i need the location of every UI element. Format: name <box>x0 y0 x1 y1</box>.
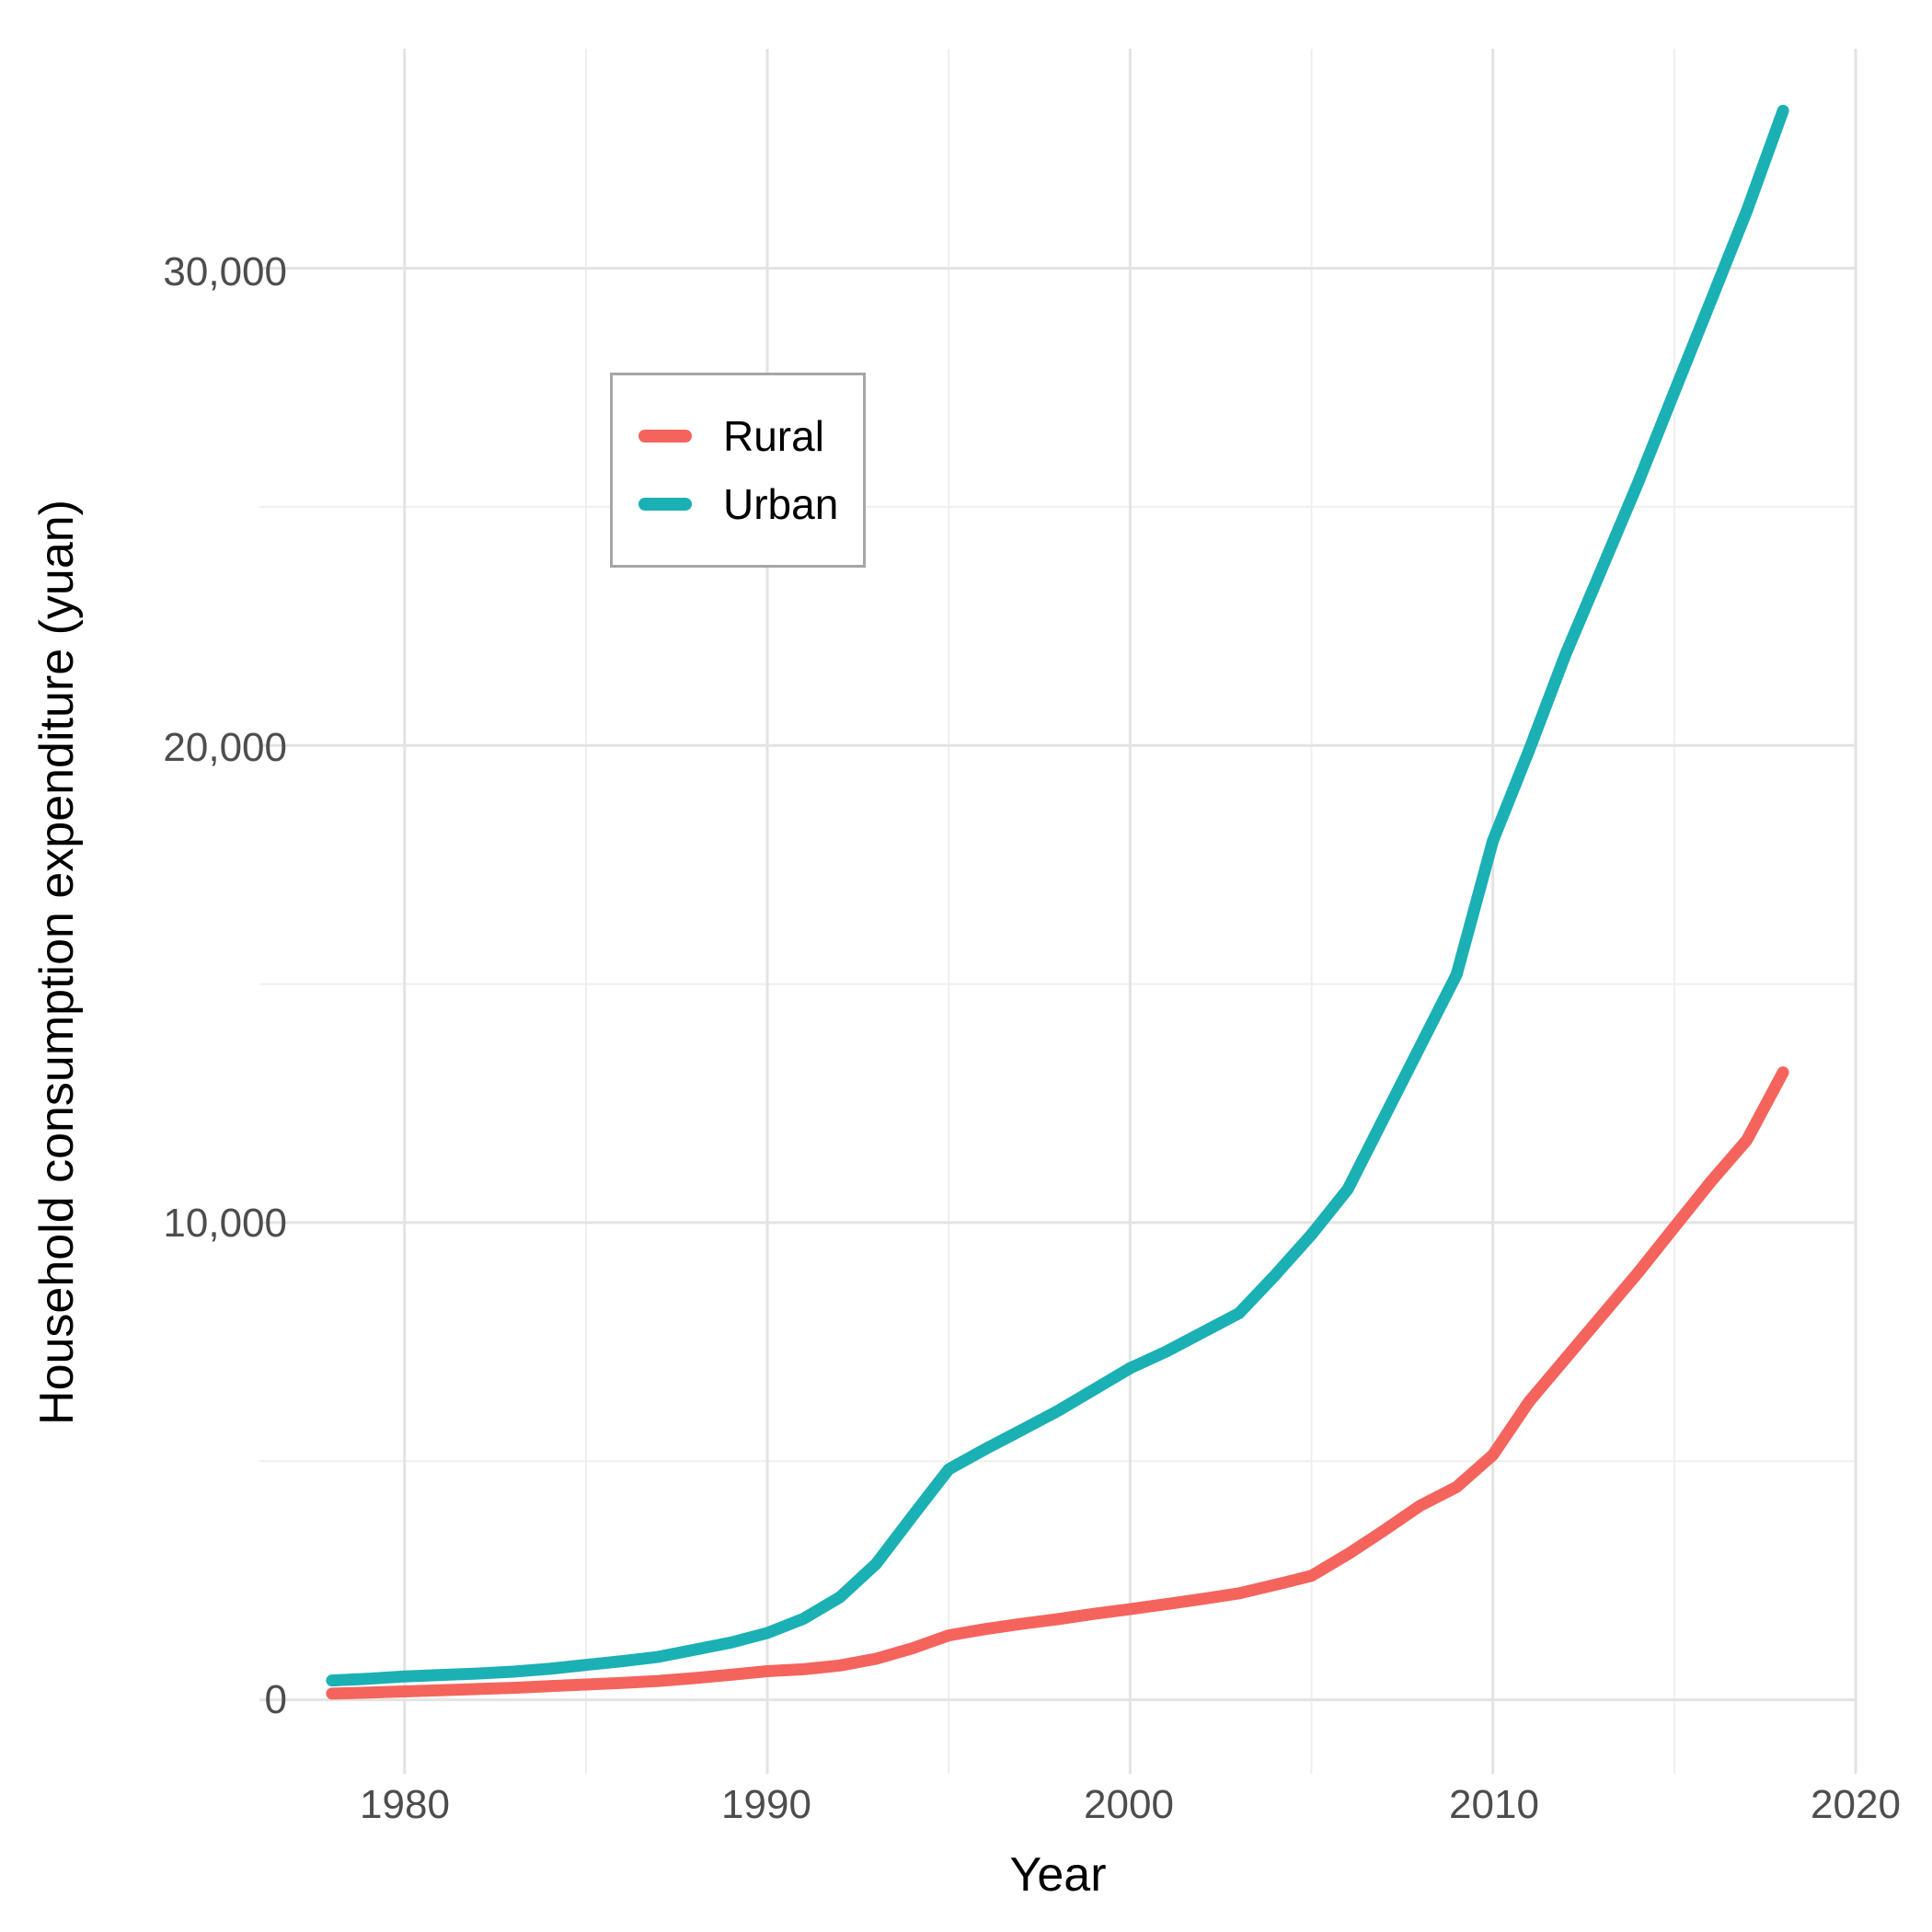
x-tick-label-2010: 2010 <box>1449 1782 1539 1827</box>
y-tick-label-20000: 20,000 <box>163 725 287 770</box>
legend-box: Rural Urban <box>610 373 866 568</box>
x-tick-label-2000: 2000 <box>1084 1782 1174 1827</box>
y-tick-label-0: 0 <box>264 1677 287 1722</box>
rural-line-swatch <box>638 430 692 443</box>
y-tick-label-10000: 10,000 <box>163 1201 287 1246</box>
y-axis-title: Household consumption expenditure (yuan) <box>30 500 84 1425</box>
legend-label-urban: Urban <box>723 480 839 528</box>
rural-line <box>326 1066 1789 1700</box>
urban-line <box>326 104 1789 1687</box>
x-tick-label-1990: 1990 <box>721 1782 811 1827</box>
x-axis-title: Year <box>1009 1848 1107 1902</box>
x-tick-label-2020: 2020 <box>1811 1782 1901 1827</box>
urban-line-swatch <box>638 498 692 511</box>
legend-item-urban: Urban <box>638 482 863 526</box>
legend-item-rural: Rural <box>638 414 863 458</box>
legend-label-rural: Rural <box>723 412 824 460</box>
y-tick-label-30000: 30,000 <box>163 249 287 294</box>
x-tick-label-1980: 1980 <box>360 1782 450 1827</box>
